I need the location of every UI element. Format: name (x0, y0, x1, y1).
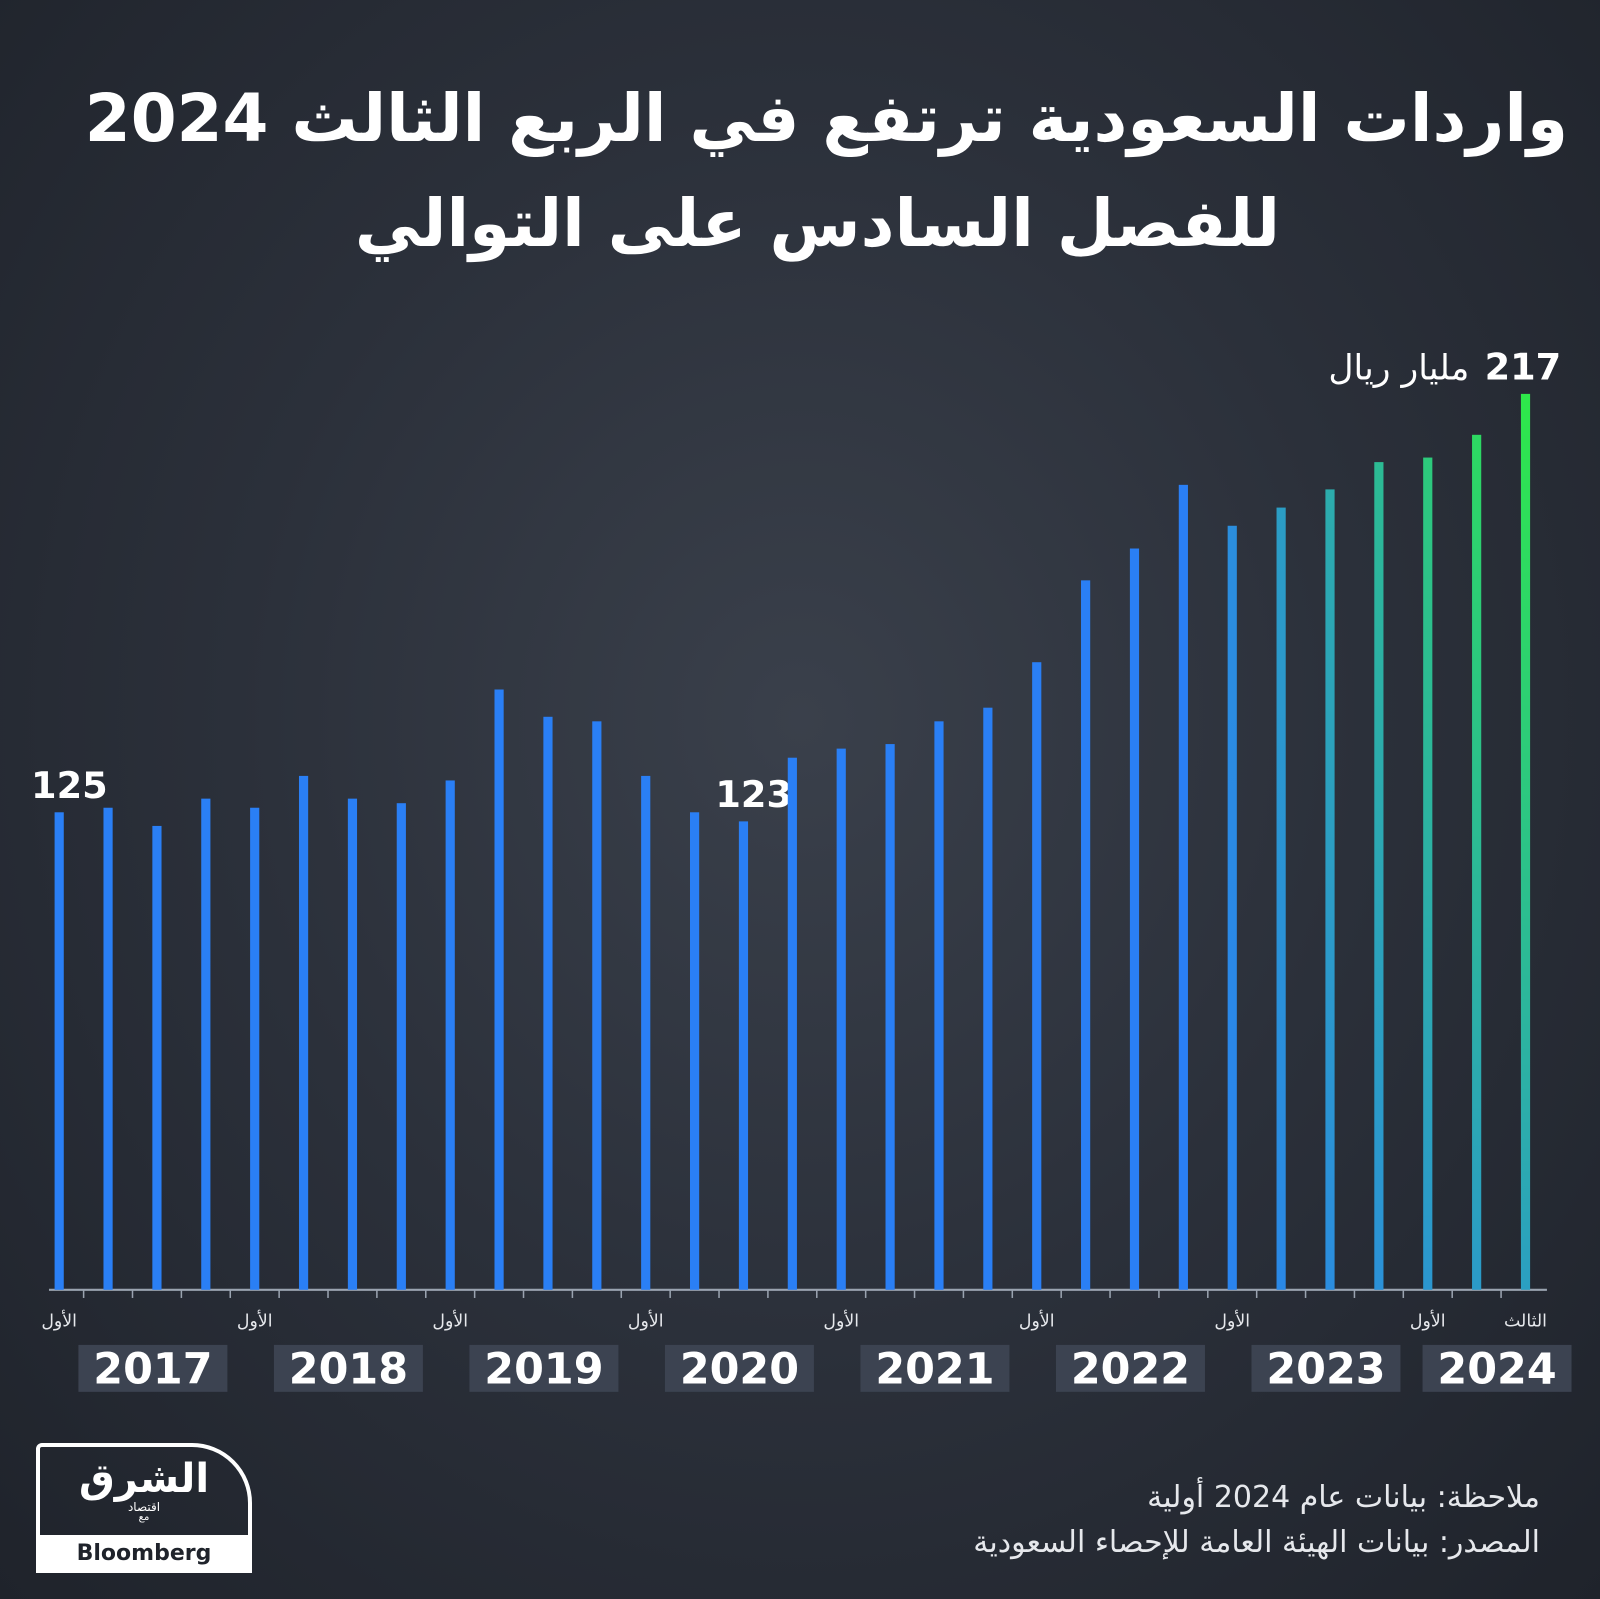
logo-name: الشرق (78, 1456, 210, 1502)
bar (690, 812, 700, 1290)
bar (543, 716, 553, 1290)
bar (1129, 548, 1140, 1290)
bar (201, 798, 211, 1290)
year-box (664, 1344, 814, 1392)
logo: الشرق اقتصاد مع Bloomberg (36, 1443, 252, 1573)
bar (641, 775, 651, 1290)
year-label: 2021 (875, 1345, 994, 1395)
bar (103, 807, 113, 1290)
year-box (1422, 1344, 1572, 1392)
bar (934, 721, 944, 1290)
bar (787, 757, 797, 1290)
bar (1178, 484, 1188, 1290)
x-tick-label: الأول (1214, 1310, 1250, 1332)
bar (298, 775, 309, 1290)
x-tick-label: الأول (237, 1310, 273, 1332)
bar (1374, 462, 1384, 1290)
bar (494, 689, 504, 1290)
data-label: 217 (1485, 346, 1562, 389)
bar (1472, 434, 1482, 1290)
x-tick-label: الأول (628, 1310, 664, 1332)
logo-with: مع (138, 1512, 150, 1523)
logo-partner: Bloomberg (36, 1535, 252, 1573)
data-label: 123 (715, 773, 792, 816)
x-tick-label: الأول (1410, 1310, 1446, 1332)
x-tick-label: الأول (823, 1310, 859, 1332)
bar (54, 812, 64, 1290)
note: ملاحظة: بيانات عام 2024 أولية (1147, 1480, 1540, 1515)
bar (250, 807, 260, 1290)
year-label: 2023 (1266, 1345, 1385, 1395)
year-label: 2017 (93, 1345, 212, 1395)
bar (885, 744, 895, 1290)
logo-tagline: اقتصاد (127, 1500, 161, 1514)
unit-label: مليار ريال (1328, 349, 1469, 389)
bar (445, 780, 455, 1290)
chart-subtitle: للفصل السادس على التوالي (354, 185, 1280, 262)
bar (152, 825, 162, 1290)
year-box (273, 1344, 423, 1392)
source: المصدر: بيانات الهيئة العامة للإحصاء الس… (973, 1525, 1540, 1560)
bar (347, 798, 358, 1290)
year-label: 2024 (1437, 1345, 1556, 1395)
chart-title: واردات السعودية ترتفع في الربع الثالث 20… (84, 80, 1568, 157)
x-tick-label: الأول (1019, 1310, 1055, 1332)
x-tick-label: الأول (432, 1310, 468, 1332)
x-tick-label: الثالث (1504, 1312, 1547, 1332)
year-box (469, 1344, 619, 1392)
bar (738, 821, 749, 1290)
year-label: 2022 (1071, 1345, 1190, 1395)
year-label: 2019 (484, 1345, 603, 1395)
bar (1032, 662, 1042, 1290)
bar (1227, 525, 1237, 1290)
bar (983, 707, 993, 1290)
bar (1520, 393, 1531, 1290)
bar (396, 803, 406, 1290)
bar (836, 748, 846, 1290)
bar (1325, 489, 1335, 1290)
year-box (1055, 1344, 1205, 1392)
year-box (1251, 1344, 1401, 1392)
year-label: 2020 (680, 1345, 799, 1395)
year-box (78, 1344, 228, 1392)
bar (1423, 457, 1433, 1290)
year-label: 2018 (289, 1345, 408, 1395)
bar (592, 721, 602, 1290)
x-tick-label: الأول (41, 1310, 77, 1332)
bar (1276, 507, 1286, 1290)
bar (1081, 580, 1091, 1290)
data-label: 125 (31, 764, 108, 807)
year-box (860, 1344, 1010, 1392)
